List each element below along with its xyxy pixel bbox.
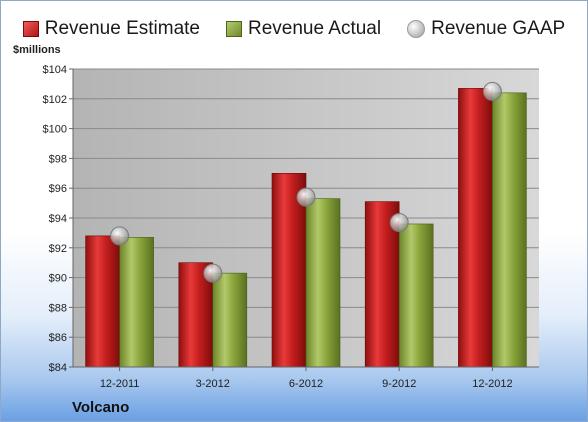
- y-tick-label: $102: [43, 94, 67, 106]
- legend-label-estimate: Revenue Estimate: [44, 18, 200, 39]
- bar-estimate: [458, 88, 493, 368]
- point-gaap: [482, 81, 502, 101]
- point-gaap: [296, 187, 316, 207]
- legend-label-gaap: Revenue GAAP: [431, 18, 566, 39]
- y-tick-label: $100: [43, 124, 67, 136]
- point-gaap: [389, 212, 409, 232]
- legend-item-estimate: Revenue Estimate: [22, 18, 200, 40]
- bar-actual: [119, 237, 154, 368]
- y-tick-label: $90: [49, 273, 67, 285]
- bar-estimate: [85, 235, 120, 368]
- x-tick-label: 6-2012: [289, 378, 323, 390]
- x-tick-label: 9-2012: [382, 378, 416, 390]
- bar-actual: [492, 92, 527, 368]
- y-axis-label: $millions: [13, 44, 61, 56]
- x-tick-label: 3-2012: [196, 378, 230, 390]
- y-tick-label: $84: [49, 362, 67, 374]
- legend-label-actual: Revenue Actual: [248, 18, 382, 39]
- y-tick-label: $92: [49, 243, 67, 255]
- y-tick-label: $98: [49, 153, 67, 165]
- gaap-swatch: [407, 20, 426, 38]
- point-gaap: [110, 226, 130, 246]
- estimate-swatch: [22, 21, 39, 37]
- actual-swatch: [226, 21, 242, 37]
- x-tick-label: 12-2011: [100, 378, 140, 390]
- x-tick-label: 12-2012: [472, 378, 512, 390]
- legend: Revenue Estimate Revenue Actual Revenue …: [1, 15, 587, 43]
- bar-actual: [212, 272, 248, 368]
- bar-actual: [398, 223, 434, 368]
- legend-item-actual: Revenue Actual: [226, 18, 381, 40]
- point-gaap: [203, 263, 223, 283]
- bar-actual: [305, 198, 341, 368]
- company-name: Volcano: [72, 399, 130, 416]
- y-tick-label: $94: [49, 213, 67, 225]
- y-tick-label: $96: [49, 183, 67, 195]
- y-tick-label: $104: [43, 64, 67, 76]
- axes: $84 $86 $88 $90 $92 $94 $96 $98 $100 $102 $104 12-2…: [43, 64, 539, 390]
- y-tick-label: $88: [49, 302, 67, 314]
- bars: [85, 88, 527, 368]
- y-tick-label: $86: [49, 332, 67, 344]
- gaap-points: [110, 81, 502, 283]
- legend-item-gaap: Revenue GAAP: [407, 18, 565, 40]
